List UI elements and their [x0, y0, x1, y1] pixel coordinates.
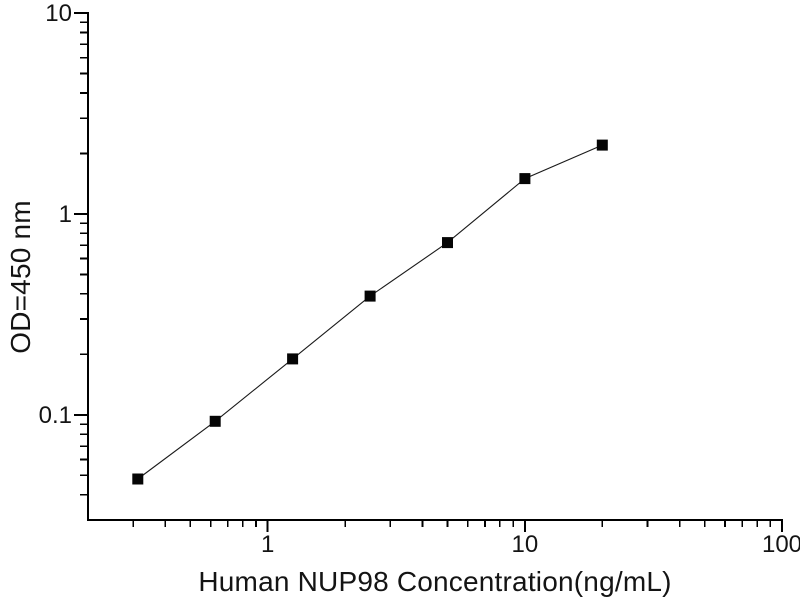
x-tick-label: 1 [261, 531, 274, 558]
data-point-marker [364, 290, 376, 302]
y-tick-label: 1 [59, 201, 72, 228]
series-line [137, 144, 603, 480]
data-point-marker [287, 353, 299, 365]
y-tick-label: 0.1 [39, 402, 72, 429]
data-point-marker [132, 473, 144, 485]
y-tick-label: 10 [45, 0, 72, 27]
x-tick-label: 100 [762, 531, 800, 558]
data-point-marker [596, 139, 608, 151]
data-point-marker [442, 237, 453, 249]
x-tick-label: 10 [512, 531, 539, 558]
y-axis-title: OD=450 nm [5, 200, 36, 354]
data-point-marker [209, 415, 221, 427]
x-axis-title: Human NUP98 Concentration(ng/mL) [198, 566, 672, 597]
data-point-marker [519, 173, 531, 185]
